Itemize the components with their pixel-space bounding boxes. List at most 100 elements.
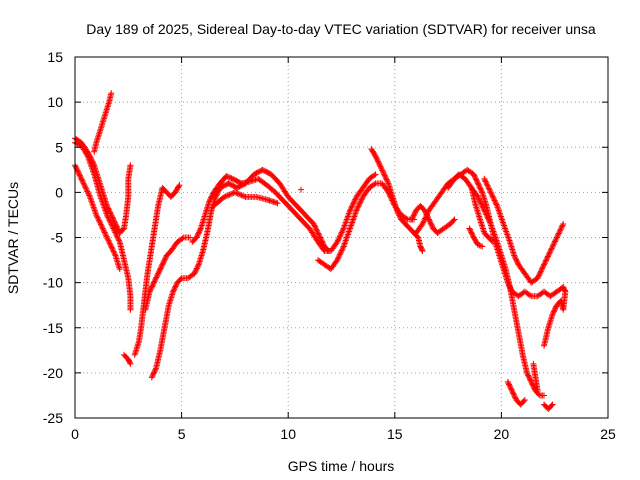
data-point xyxy=(195,230,202,237)
data-point xyxy=(339,228,346,235)
data-point xyxy=(554,233,561,240)
data-point xyxy=(274,200,281,207)
data-point xyxy=(175,183,182,190)
data-point xyxy=(347,207,354,214)
data-point xyxy=(348,204,355,211)
data-series-track-22 xyxy=(541,401,556,412)
data-point xyxy=(342,219,349,226)
data-point xyxy=(102,230,109,237)
x-tick-label: 0 xyxy=(71,426,79,442)
data-point xyxy=(552,237,559,244)
y-axis-title: SDTVAR / TECUs xyxy=(5,182,21,294)
data-point xyxy=(380,170,387,177)
y-tick-label: 15 xyxy=(47,49,63,65)
data-point xyxy=(107,209,114,216)
data-point xyxy=(485,183,492,190)
data-point xyxy=(85,189,92,196)
data-point xyxy=(382,175,389,182)
plot-frame xyxy=(74,56,609,419)
data-point xyxy=(351,197,358,204)
data-point xyxy=(546,249,553,256)
data-point xyxy=(162,255,169,262)
data-point xyxy=(422,215,429,222)
data-point xyxy=(111,228,118,235)
data-point xyxy=(212,193,219,200)
data-point xyxy=(467,228,474,235)
data-point xyxy=(471,173,478,180)
data-point xyxy=(427,220,434,227)
data-point xyxy=(78,175,85,182)
data-point xyxy=(235,191,242,198)
data-point xyxy=(481,207,488,214)
data-point xyxy=(349,219,356,226)
data-point xyxy=(148,284,155,291)
data-point xyxy=(112,230,119,237)
data-point xyxy=(334,237,341,244)
data-point xyxy=(89,199,96,206)
data-point xyxy=(548,245,555,252)
x-tick-label: 25 xyxy=(600,426,616,442)
data-point xyxy=(512,255,519,262)
data-point xyxy=(318,237,325,244)
data-point xyxy=(171,286,178,293)
data-point xyxy=(172,283,179,290)
data-point xyxy=(541,261,548,268)
data-point xyxy=(317,235,324,242)
data-point xyxy=(75,168,82,175)
data-point xyxy=(72,163,79,170)
data-point xyxy=(378,164,385,171)
data-point xyxy=(179,235,186,242)
data-point xyxy=(343,216,350,223)
data-point xyxy=(467,226,474,233)
axis-ticks: 0 5 10 15 20 25 -25 -20 -15 -10 -5 0 5 10 15 xyxy=(43,49,616,442)
data-point xyxy=(173,282,180,289)
data-point xyxy=(499,217,506,224)
data-point xyxy=(105,206,112,213)
data-point xyxy=(526,292,533,299)
data-point xyxy=(553,235,560,242)
data-point xyxy=(525,373,532,380)
data-point xyxy=(411,211,418,218)
data-point xyxy=(113,232,120,239)
data-point xyxy=(344,213,351,220)
data-point xyxy=(339,246,346,253)
data-point xyxy=(194,233,201,240)
data-point xyxy=(377,163,384,170)
data-point xyxy=(349,202,356,209)
data-point xyxy=(548,402,555,409)
data-point xyxy=(338,247,345,254)
data-series-track-14 xyxy=(408,202,458,236)
data-point xyxy=(103,233,110,240)
data-series-track-5 xyxy=(121,351,134,367)
data-point xyxy=(557,226,564,233)
data-point xyxy=(476,182,483,189)
data-point xyxy=(96,218,103,225)
data-point xyxy=(114,226,121,233)
data-point xyxy=(484,182,491,189)
data-point xyxy=(383,176,390,183)
data-point xyxy=(170,287,177,294)
data-point xyxy=(478,202,485,209)
data-point xyxy=(506,382,513,389)
data-point xyxy=(336,253,343,260)
data-point xyxy=(560,220,567,227)
data-point xyxy=(160,260,167,267)
data-point xyxy=(373,155,380,162)
data-point xyxy=(393,207,400,214)
data-point xyxy=(192,268,199,275)
data-point xyxy=(112,220,119,227)
data-point xyxy=(104,236,111,243)
data-point xyxy=(547,248,554,255)
data-point xyxy=(231,189,238,196)
data-point xyxy=(149,371,156,378)
data-point xyxy=(534,387,541,394)
data-point xyxy=(552,306,559,313)
data-point xyxy=(485,216,492,223)
data-point xyxy=(159,261,166,268)
data-point xyxy=(338,248,345,255)
data-point xyxy=(79,177,86,184)
data-point xyxy=(486,186,493,193)
data-point xyxy=(95,217,102,224)
data-point xyxy=(378,166,385,173)
data-point xyxy=(485,185,492,192)
